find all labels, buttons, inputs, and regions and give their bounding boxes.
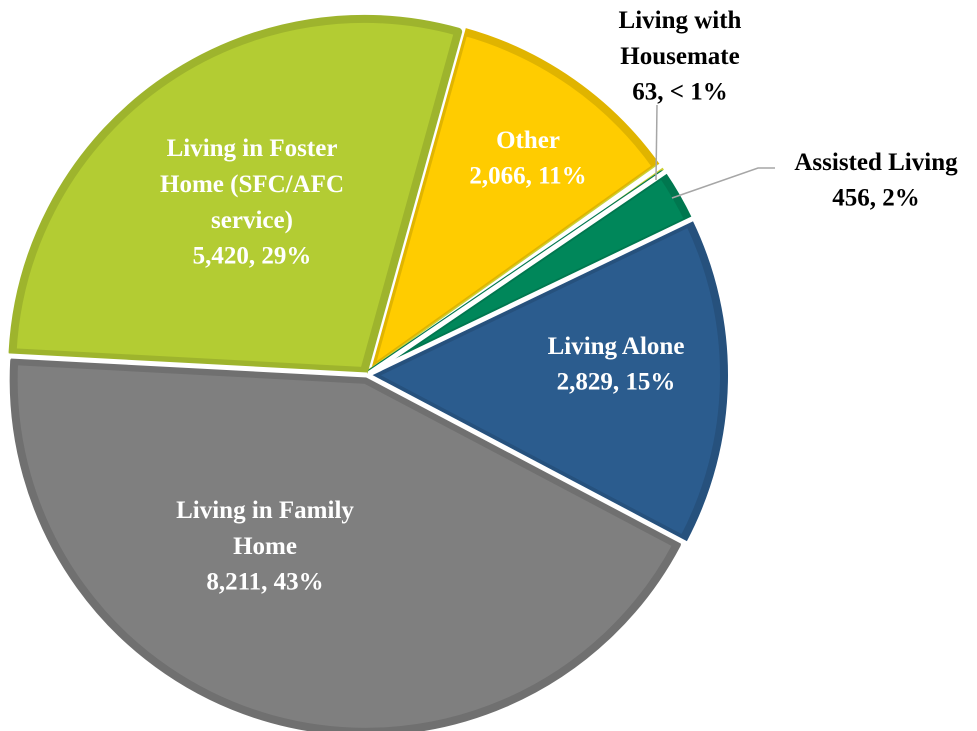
slice-value-label: 2,829, 15% [557,369,676,396]
slice-gap [365,372,689,547]
slice-label: Living Alone [548,333,685,360]
slice-label: Assisted Living [794,149,958,176]
leader-line [671,167,775,199]
slice-label: Other [496,127,560,154]
slice-gap [365,216,695,378]
slice-label: Living with Housemate [619,7,742,70]
pie-slice [8,14,463,375]
pie-slice [367,218,728,544]
slice-gap [365,169,668,378]
slice-label: Living in Foster Home (SFC/AFC service) [160,135,344,234]
slice-value-label: 456, 2% [832,185,920,212]
leader-line [655,104,658,181]
slice-label: Living in Family Home [176,497,354,560]
slice-value-label: 8,211, 43% [206,569,323,596]
slice-value-label: 5,420, 29% [193,243,312,270]
slice-value-label: 63, < 1% [632,79,728,106]
pie-slice [365,27,661,375]
slice-gap [5,353,368,378]
pie-slice [9,357,681,731]
slice-value-label: 2,066, 11% [469,163,586,190]
